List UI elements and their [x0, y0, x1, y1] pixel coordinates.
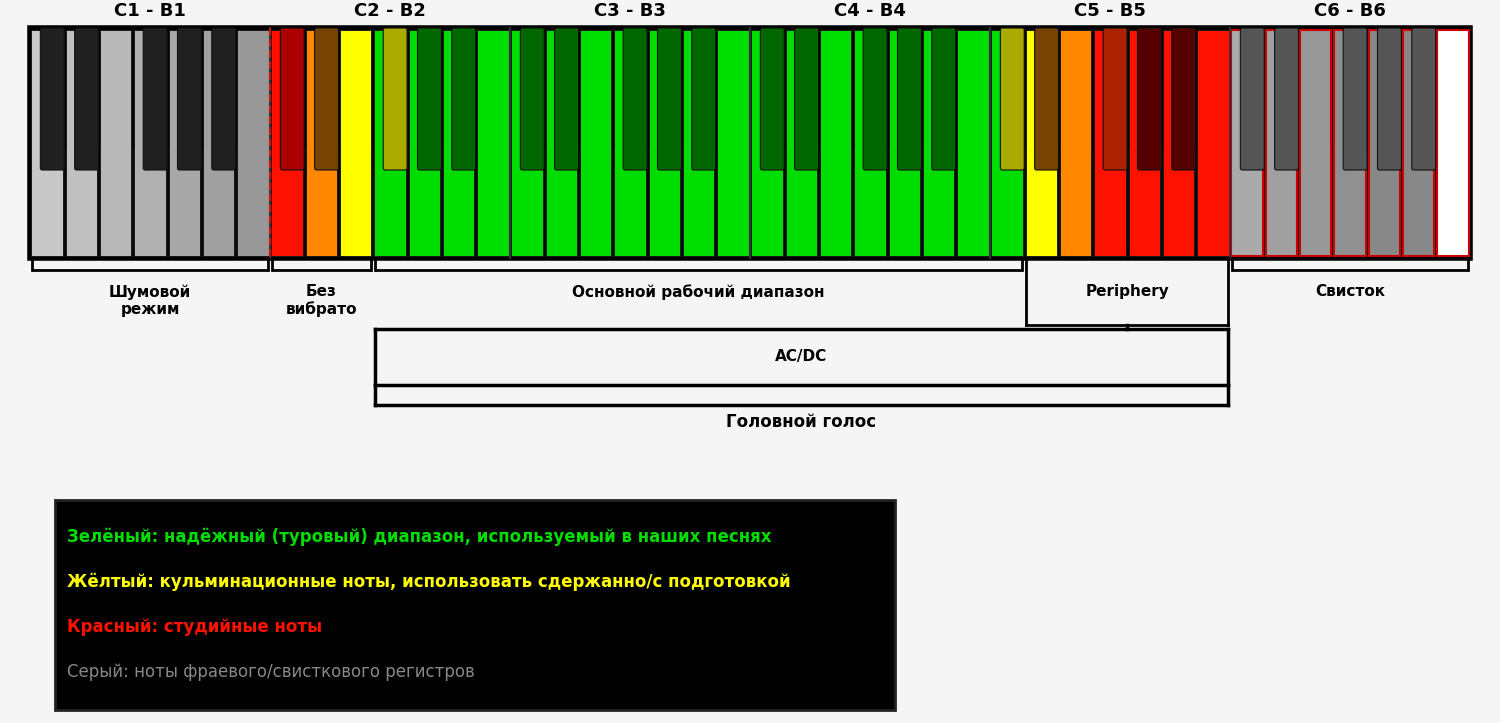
Bar — [168, 30, 200, 256]
Bar — [1060, 30, 1092, 256]
Bar — [30, 28, 1470, 258]
Text: C5 - B5: C5 - B5 — [1074, 2, 1146, 20]
Bar — [442, 30, 474, 256]
Bar — [32, 30, 63, 256]
FancyBboxPatch shape — [862, 28, 886, 170]
FancyBboxPatch shape — [932, 28, 956, 170]
Text: Без
вибрато: Без вибрато — [285, 284, 357, 317]
Text: C6 - B6: C6 - B6 — [1314, 2, 1386, 20]
Text: Свисток: Свисток — [1316, 284, 1384, 299]
Bar — [614, 30, 646, 256]
FancyBboxPatch shape — [1275, 28, 1299, 170]
Bar — [853, 30, 886, 256]
FancyBboxPatch shape — [382, 28, 406, 170]
FancyBboxPatch shape — [692, 28, 715, 170]
FancyBboxPatch shape — [1240, 28, 1264, 170]
Bar — [1437, 30, 1468, 256]
Bar — [1094, 30, 1126, 256]
FancyBboxPatch shape — [1172, 28, 1196, 170]
Bar — [374, 30, 406, 256]
Text: C2 - B2: C2 - B2 — [354, 2, 426, 20]
FancyBboxPatch shape — [177, 28, 201, 170]
Bar — [100, 30, 132, 256]
Bar — [717, 30, 748, 256]
Bar — [1334, 30, 1366, 256]
Bar — [202, 30, 234, 256]
Bar — [1197, 30, 1228, 256]
Text: Periphery: Periphery — [1086, 284, 1168, 299]
FancyBboxPatch shape — [452, 28, 476, 170]
Bar — [1026, 30, 1057, 256]
Bar — [1300, 30, 1332, 256]
Bar — [1368, 30, 1400, 256]
FancyBboxPatch shape — [555, 28, 579, 170]
FancyBboxPatch shape — [622, 28, 646, 170]
Bar — [821, 30, 852, 256]
Bar — [477, 30, 508, 256]
Text: Основной рабочий диапазон: Основной рабочий диапазон — [573, 284, 825, 300]
FancyBboxPatch shape — [417, 28, 441, 170]
Text: Шумовой
режим: Шумовой режим — [110, 284, 190, 317]
FancyBboxPatch shape — [657, 28, 681, 170]
Text: C4 - B4: C4 - B4 — [834, 2, 906, 20]
Bar — [66, 30, 98, 256]
Text: AC/DC: AC/DC — [776, 349, 828, 364]
FancyBboxPatch shape — [280, 28, 304, 170]
FancyBboxPatch shape — [520, 28, 544, 170]
FancyBboxPatch shape — [211, 28, 236, 170]
Bar — [1402, 30, 1434, 256]
Bar — [546, 30, 578, 256]
Bar — [237, 30, 268, 256]
Bar — [340, 30, 372, 256]
Bar — [306, 30, 338, 256]
Bar — [272, 30, 303, 256]
FancyBboxPatch shape — [1137, 28, 1161, 170]
FancyBboxPatch shape — [75, 28, 99, 170]
Bar — [1128, 30, 1160, 256]
Bar — [1266, 30, 1298, 256]
Text: Зелёный: надёжный (туровый) диапазон, используемый в наших песнях: Зелёный: надёжный (туровый) диапазон, ис… — [68, 528, 771, 547]
FancyBboxPatch shape — [897, 28, 921, 170]
FancyBboxPatch shape — [142, 28, 166, 170]
FancyBboxPatch shape — [1035, 28, 1059, 170]
Text: Жёлтый: кульминационные ноты, использовать сдержанно/с подготовкой: Жёлтый: кульминационные ноты, использова… — [68, 573, 791, 591]
Bar — [512, 30, 543, 256]
Bar — [682, 30, 714, 256]
Bar — [30, 28, 1470, 147]
FancyBboxPatch shape — [1377, 28, 1401, 170]
Bar — [408, 30, 440, 256]
FancyBboxPatch shape — [315, 28, 339, 170]
Bar — [648, 30, 680, 256]
Text: C1 - B1: C1 - B1 — [114, 2, 186, 20]
Bar — [580, 30, 612, 256]
Text: C3 - B3: C3 - B3 — [594, 2, 666, 20]
Bar — [888, 30, 920, 256]
Text: Красный: студийные ноты: Красный: студийные ноты — [68, 618, 322, 636]
FancyBboxPatch shape — [795, 28, 819, 170]
FancyBboxPatch shape — [1102, 28, 1126, 170]
Text: Головной голос: Головной голос — [726, 413, 876, 431]
Bar — [752, 30, 783, 256]
FancyBboxPatch shape — [760, 28, 784, 170]
Bar — [992, 30, 1023, 256]
Bar — [134, 30, 166, 256]
Bar — [786, 30, 818, 256]
Bar — [1232, 30, 1263, 256]
Bar — [957, 30, 988, 256]
Bar — [922, 30, 954, 256]
FancyBboxPatch shape — [1412, 28, 1436, 170]
FancyBboxPatch shape — [1342, 28, 1366, 170]
FancyBboxPatch shape — [40, 28, 64, 170]
FancyBboxPatch shape — [1000, 28, 1024, 170]
Bar — [1162, 30, 1194, 256]
Bar — [56, 500, 895, 710]
Text: Серый: ноты фраевого/свисткового регистров: Серый: ноты фраевого/свисткового регистр… — [68, 663, 474, 681]
